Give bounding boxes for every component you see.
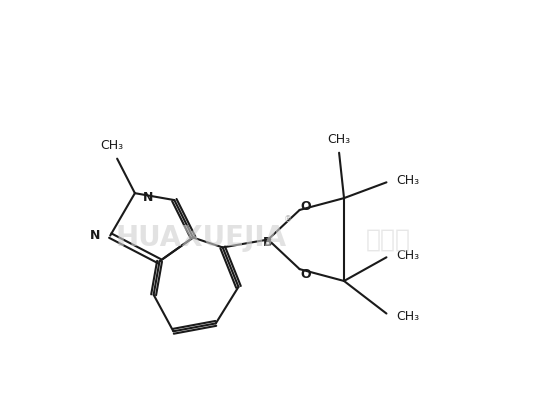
Text: O: O xyxy=(300,201,311,213)
Text: N: N xyxy=(90,229,100,242)
Text: HUAXUEJIA: HUAXUEJIA xyxy=(115,224,287,252)
Text: CH₃: CH₃ xyxy=(100,139,124,152)
Text: 化学加: 化学加 xyxy=(366,227,411,252)
Text: ®: ® xyxy=(284,215,292,224)
Text: CH₃: CH₃ xyxy=(328,133,351,146)
Text: CH₃: CH₃ xyxy=(396,310,420,323)
Text: CH₃: CH₃ xyxy=(396,249,420,262)
Text: CH₃: CH₃ xyxy=(396,174,420,187)
Text: B: B xyxy=(263,236,273,249)
Text: N: N xyxy=(143,191,153,204)
Text: O: O xyxy=(300,267,311,281)
